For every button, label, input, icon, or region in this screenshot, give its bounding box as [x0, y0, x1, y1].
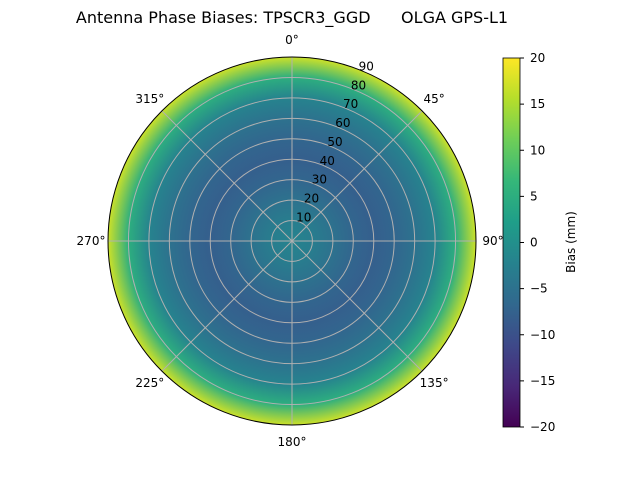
- radial-tick-label: 90: [359, 59, 374, 73]
- radial-tick-label: 80: [351, 78, 366, 92]
- colorbar-tick-label: 10: [530, 143, 545, 157]
- polar-grid: [108, 57, 476, 425]
- colorbar: [502, 57, 521, 428]
- colorbar-tick-label: 15: [530, 97, 545, 111]
- angular-tick-label: 135°: [420, 376, 449, 390]
- colorbar-tick-label: 5: [530, 189, 538, 203]
- angular-tick-label: 315°: [135, 92, 164, 106]
- radial-tick-label: 40: [320, 154, 335, 168]
- radial-tick-label: 50: [327, 135, 342, 149]
- colorbar-tick-label: −5: [530, 282, 548, 296]
- angular-tick-label: 225°: [135, 376, 164, 390]
- colorbar-tick-label: −10: [530, 328, 555, 342]
- angular-tick-label: 90°: [482, 234, 503, 248]
- colorbar-tick-label: −20: [530, 420, 555, 434]
- radial-tick-label: 20: [304, 192, 319, 206]
- angular-tick-label: 180°: [278, 435, 307, 449]
- angular-gridline: [161, 110, 293, 242]
- radial-tick-label: 10: [296, 210, 311, 224]
- colorbar-tick-label: 0: [530, 236, 538, 250]
- angular-tick-label: 45°: [423, 92, 444, 106]
- chart-title: Antenna Phase Biases: TPSCR3_GGD OLGA GP…: [76, 8, 508, 28]
- angular-tick-labels: 0° 45° 90° 135° 180° 225° 270° 315°: [77, 33, 504, 449]
- angular-gridline: [161, 240, 293, 372]
- radial-tick-label: 30: [312, 173, 327, 187]
- colorbar-tick-label: 20: [530, 51, 545, 65]
- angular-gridline: [291, 110, 423, 242]
- colorbar-ticks: 20 15 10 5 0 −5 −10 −15 −20: [520, 51, 555, 434]
- angular-gridline: [291, 240, 423, 372]
- radial-tick-label: 70: [343, 97, 358, 111]
- radial-tick-labels: 10 20 30 40 50 60 70 80 90: [296, 59, 374, 224]
- colorbar-label: Bias (mm): [564, 211, 578, 273]
- radial-tick-label: 60: [335, 116, 350, 130]
- angular-tick-label: 0°: [285, 33, 299, 47]
- colorbar-tick-label: −15: [530, 374, 555, 388]
- angular-tick-label: 270°: [77, 234, 106, 248]
- polar-frame: [107, 56, 477, 426]
